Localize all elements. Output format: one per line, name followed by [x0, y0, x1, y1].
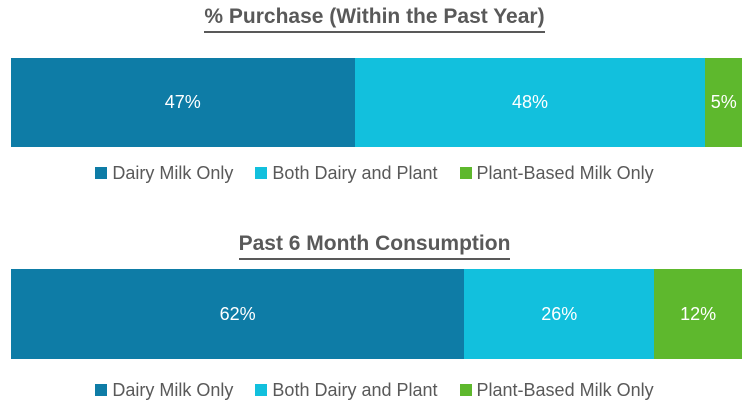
- legend-item-plant-based-milk-only: Plant-Based Milk Only: [459, 379, 654, 401]
- bar-segment-both-dairy-and-plant: 48%: [354, 58, 706, 147]
- purchase-stacked-bar: 47% 48% 5%: [11, 58, 742, 147]
- legend-label: Dairy Milk Only: [112, 162, 234, 183]
- legend-label: Plant-Based Milk Only: [476, 379, 654, 400]
- bar-segment-value-label: 5%: [710, 92, 737, 112]
- legend-item-both-dairy-and-plant: Both Dairy and Plant: [255, 379, 438, 401]
- bar-segment-dairy-milk-only: 47%: [11, 58, 355, 147]
- legend-item-plant-based-milk-only: Plant-Based Milk Only: [459, 162, 654, 184]
- consumption-chart-title-row: Past 6 Month Consumption: [0, 231, 749, 261]
- bar-segment-value-label: 47%: [164, 92, 201, 112]
- legend-color-swatch-icon: [255, 384, 268, 396]
- legend-color-swatch-icon: [95, 167, 108, 179]
- legend-item-dairy-milk-only: Dairy Milk Only: [95, 163, 233, 184]
- bar-segment-plant-based-milk-only: 12%: [654, 269, 742, 359]
- bar-segment-value-label: 48%: [511, 92, 549, 112]
- purchase-chart-title-row: % Purchase (Within the Past Year): [0, 4, 749, 34]
- legend-item-both-dairy-and-plant: Both Dairy and Plant: [255, 162, 438, 184]
- legend-label: Dairy Milk Only: [112, 379, 234, 400]
- consumption-chart-legend: Dairy Milk Only Both Dairy and Plant Plant…: [0, 379, 749, 401]
- bar-segment-plant-based-milk-only: 5%: [705, 58, 742, 147]
- consumption-stacked-bar: 62% 26% 12%: [11, 269, 742, 359]
- legend-color-swatch-icon: [255, 167, 268, 179]
- bar-segment-value-label: 26%: [541, 303, 578, 324]
- legend-label: Both Dairy and Plant: [272, 379, 438, 400]
- legend-item-dairy-milk-only: Dairy Milk Only: [95, 380, 233, 401]
- bar-segment-value-label: 62%: [219, 303, 256, 324]
- purchase-chart-legend: Dairy Milk Only Both Dairy and Plant Plant…: [0, 162, 749, 184]
- purchase-chart-title: % Purchase (Within the Past Year): [204, 4, 545, 34]
- bar-segment-dairy-milk-only: 62%: [11, 269, 465, 359]
- consumption-chart-title: Past 6 Month Consumption: [238, 231, 511, 261]
- bar-segment-value-label: 12%: [680, 303, 717, 324]
- legend-color-swatch-icon: [459, 384, 472, 396]
- legend-color-swatch-icon: [459, 167, 472, 179]
- legend-label: Both Dairy and Plant: [272, 162, 438, 183]
- legend-color-swatch-icon: [95, 384, 108, 396]
- legend-label: Plant-Based Milk Only: [476, 162, 654, 183]
- bar-segment-both-dairy-and-plant: 26%: [464, 269, 655, 359]
